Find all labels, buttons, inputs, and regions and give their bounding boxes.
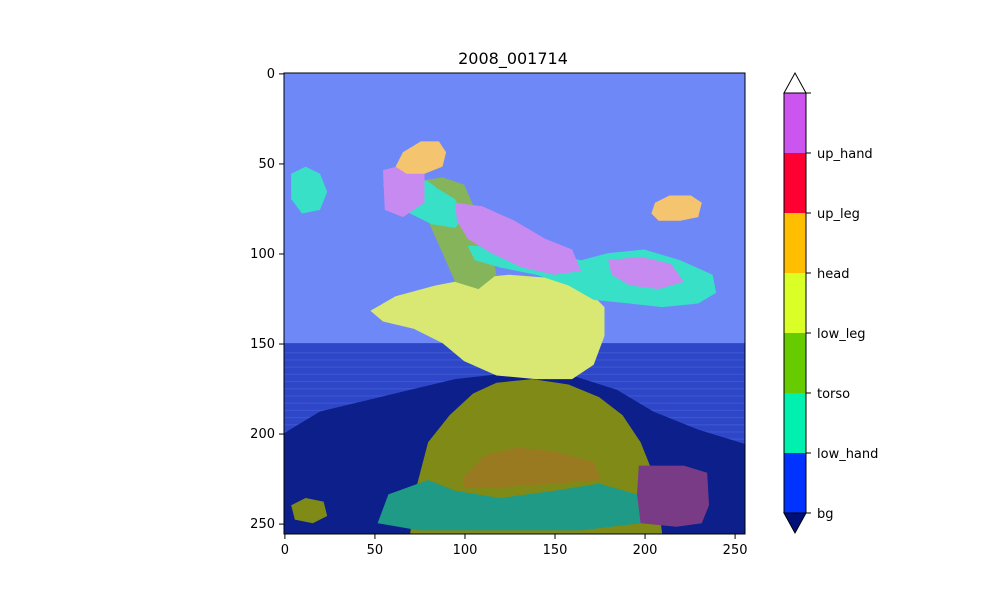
colorbar-label-low_leg: low_leg — [817, 327, 866, 342]
axes-frame — [283, 72, 746, 535]
x-tick-label: 0 — [281, 543, 289, 558]
orange-head — [395, 141, 447, 174]
colorbar-over-arrow — [783, 71, 807, 94]
segmentation-image — [284, 73, 745, 534]
y-axis: 0 50 100 150 200 250 — [250, 67, 284, 532]
x-tick-label: 100 — [453, 543, 478, 558]
colorbar: bg low_hand torso low_leg head up_leg up_hand — [783, 71, 878, 535]
colorbar-band — [784, 153, 806, 213]
colorbar-band — [784, 453, 806, 513]
x-tick-label: 200 — [633, 543, 658, 558]
y-tick-label: 100 — [250, 247, 275, 262]
teal-lower-region — [377, 480, 641, 531]
purple-region-mid — [455, 202, 582, 275]
x-tick-label: 150 — [543, 543, 568, 558]
colorbar-band — [784, 393, 806, 453]
colorbar-label-up_hand: up_hand — [817, 147, 873, 162]
colorbar-band — [784, 213, 806, 273]
y-tick-label: 200 — [250, 427, 275, 442]
x-tick-label: 50 — [367, 543, 384, 558]
chart-title: 2008_001714 — [458, 49, 568, 69]
purple-region-left — [383, 163, 425, 218]
cyan-small-patch — [291, 166, 328, 214]
brown-region — [464, 447, 601, 488]
y-tick-label: 50 — [258, 157, 275, 172]
colorbar-band — [784, 93, 806, 153]
y-tick-label: 0 — [267, 67, 275, 82]
orange-patch — [651, 195, 702, 221]
purple-region-bottom — [637, 465, 709, 527]
colorbar-label-low_hand: low_hand — [817, 447, 878, 462]
colorbar-band — [784, 333, 806, 393]
colorbar-label-bg: bg — [817, 507, 834, 522]
colorbar-label-up_leg: up_leg — [817, 207, 860, 222]
colorbar-label-head: head — [817, 267, 849, 282]
olive-patch — [291, 498, 328, 524]
colorbar-label-torso: torso — [817, 387, 850, 402]
yellow-region — [370, 274, 605, 380]
x-axis: 0 50 100 150 200 250 — [281, 534, 748, 558]
purple-region-right — [608, 256, 684, 290]
colorbar-band — [784, 273, 806, 333]
y-tick-label: 150 — [250, 337, 275, 352]
y-tick-label: 250 — [250, 517, 275, 532]
x-tick-label: 250 — [723, 543, 748, 558]
colorbar-frame — [783, 92, 807, 514]
colorbar-under-arrow — [783, 512, 807, 535]
